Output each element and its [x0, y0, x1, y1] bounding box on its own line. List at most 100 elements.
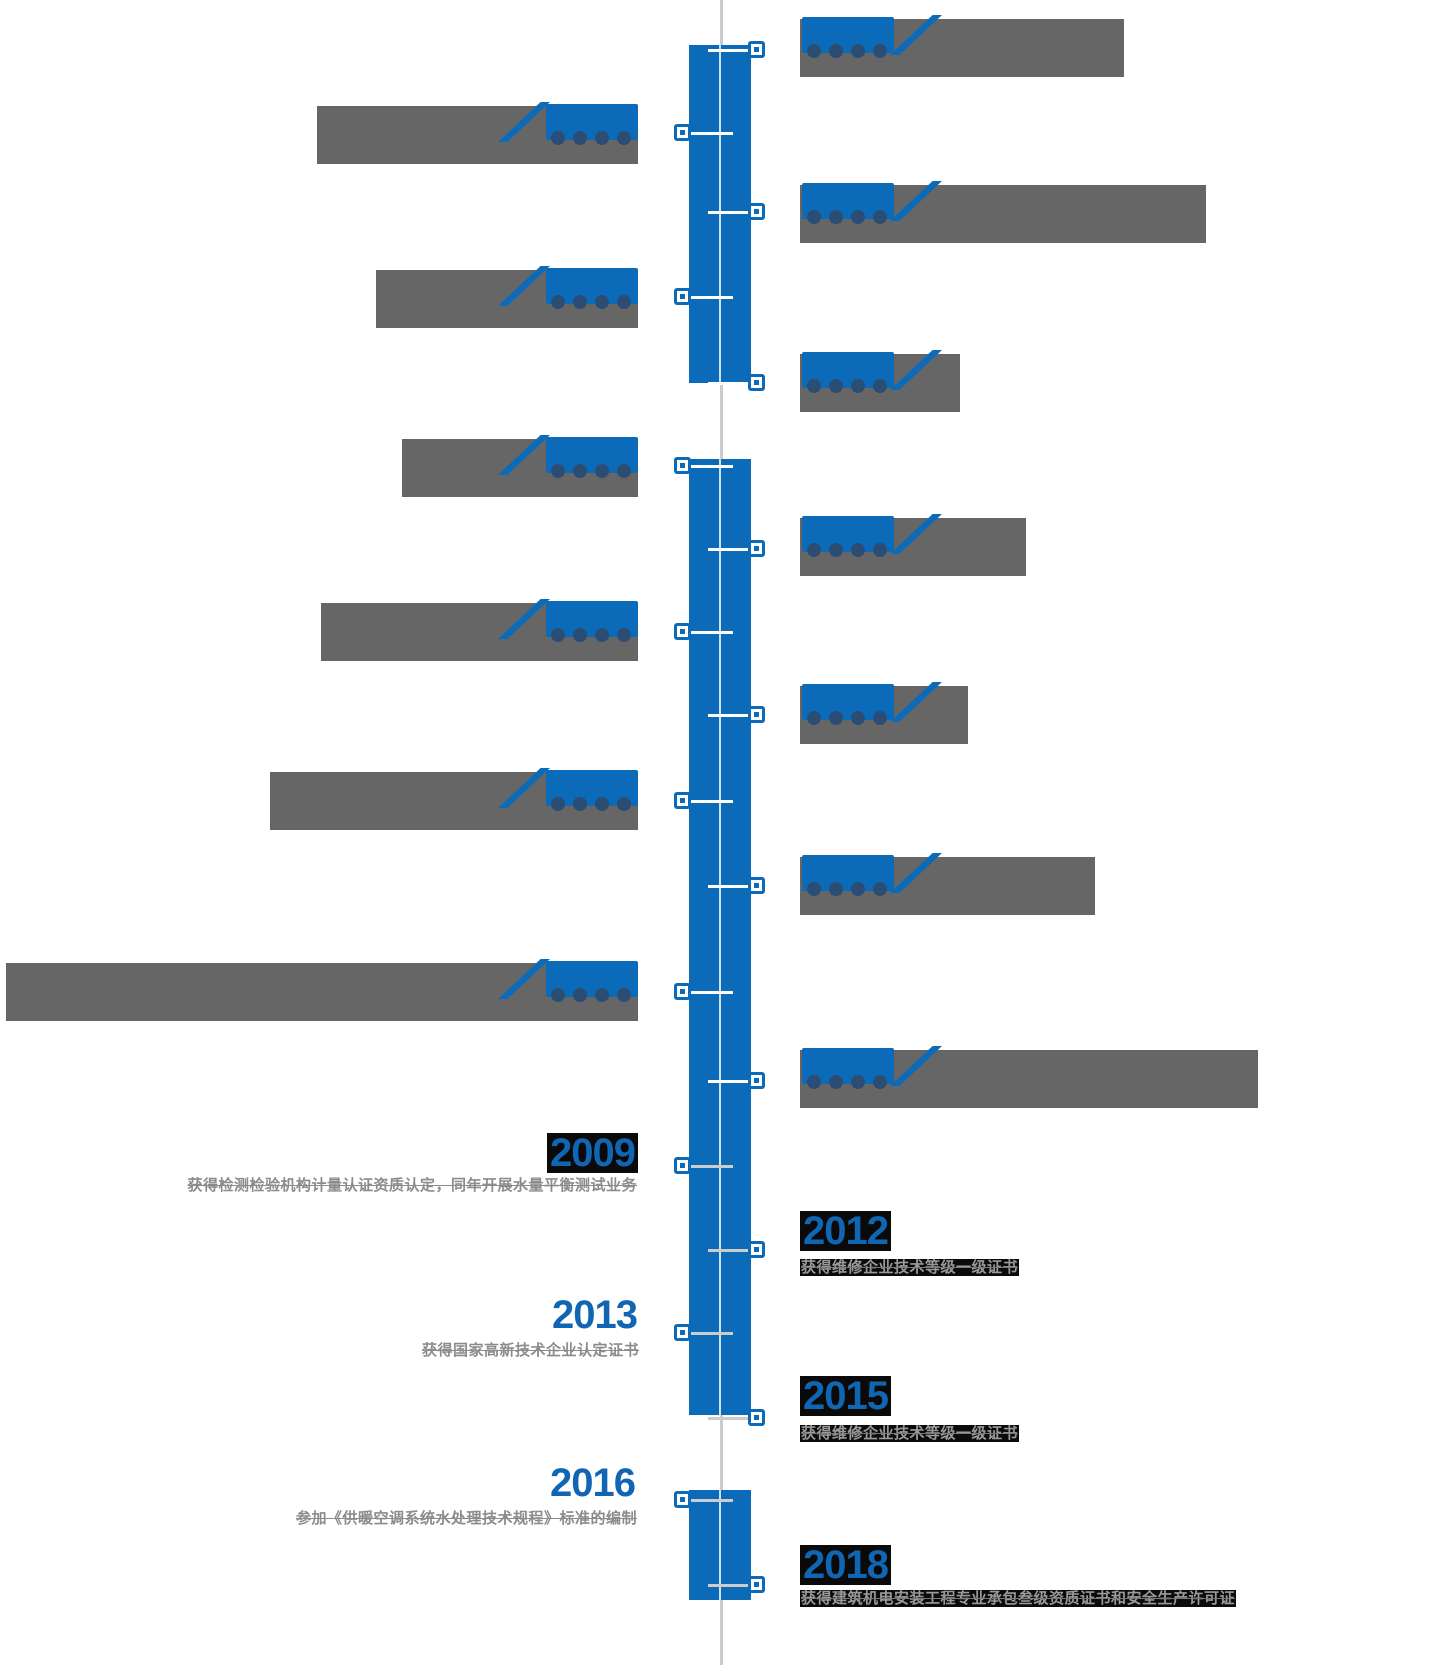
year-blob-bump — [829, 711, 843, 725]
axis-overlay-line — [719, 1490, 721, 1600]
year-blob-bump — [829, 543, 843, 557]
year-graphic-blob — [498, 768, 638, 811]
milestone-year[interactable]: 2013 — [549, 1295, 640, 1335]
year-blob-bump — [595, 295, 609, 309]
timeline-node-marker[interactable] — [748, 203, 765, 220]
milestone-year[interactable]: 2012 — [800, 1211, 891, 1251]
year-graphic-blob — [498, 959, 638, 1002]
milestone-description[interactable]: 获得检测检验机构计量认证资质认定，同年开展水量平衡测试业务 — [186, 1177, 638, 1195]
year-blob-bump — [573, 797, 587, 811]
node-tick-dash — [689, 296, 733, 299]
year-graphic-blob — [498, 599, 638, 642]
timeline-node-marker[interactable] — [748, 1241, 765, 1258]
milestone-description[interactable]: 获得建筑机电安装工程专业承包叁级资质证书和安全生产许可证 — [800, 1590, 1237, 1608]
milestone-year[interactable]: 2009 — [547, 1133, 638, 1173]
node-tick-dash — [689, 1332, 733, 1335]
year-blob-bump — [873, 44, 887, 58]
node-tick-dash — [689, 1165, 733, 1168]
timeline-node-marker[interactable] — [674, 623, 691, 640]
year-blob-bump — [595, 988, 609, 1002]
timeline-node-marker[interactable] — [748, 1072, 765, 1089]
year-blob-bump — [551, 797, 565, 811]
milestone-description[interactable]: 获得国家高新技术企业认定证书 — [421, 1342, 640, 1360]
year-blob-bump — [617, 295, 631, 309]
year-blob-bump — [595, 464, 609, 478]
year-blob-bump — [873, 210, 887, 224]
timeline-node-marker[interactable] — [674, 792, 691, 809]
year-blob-bump — [829, 379, 843, 393]
node-tick-dash — [689, 1499, 733, 1502]
timeline-node-marker[interactable] — [674, 124, 691, 141]
node-tick-dash — [708, 1080, 752, 1083]
year-graphic-blob — [802, 181, 942, 224]
year-blob-bump — [617, 464, 631, 478]
milestone-year-text: 2015 — [800, 1376, 891, 1416]
timeline-node-marker[interactable] — [748, 540, 765, 557]
year-blob-bump — [595, 797, 609, 811]
timeline-node-marker[interactable] — [748, 1576, 765, 1593]
timeline-node-marker[interactable] — [748, 1409, 765, 1426]
node-tick-dash — [689, 631, 733, 634]
node-tick-dash — [708, 714, 752, 717]
year-blob-bump — [617, 628, 631, 642]
year-graphic-blob — [802, 15, 942, 58]
timeline-node-marker[interactable] — [748, 41, 765, 58]
milestone-description[interactable]: 获得维修企业技术等级一级证书 — [800, 1259, 1020, 1277]
year-blob-bump — [829, 1075, 843, 1089]
timeline-node-marker[interactable] — [674, 288, 691, 305]
year-blob-bump — [873, 1075, 887, 1089]
milestone-year-text: 2009 — [547, 1133, 638, 1173]
node-tick-dash — [708, 1249, 752, 1252]
node-tick-dash — [708, 1584, 752, 1587]
year-graphic-blob — [802, 853, 942, 896]
milestone-year-text: 2013 — [552, 1293, 638, 1337]
node-tick-dash — [708, 49, 752, 52]
timeline-node-marker[interactable] — [674, 983, 691, 1000]
timeline-node-marker[interactable] — [674, 1324, 691, 1341]
node-tick-dash — [708, 548, 752, 551]
milestone-description[interactable]: 获得维修企业技术等级一级证书 — [800, 1425, 1020, 1443]
year-blob-bump — [873, 882, 887, 896]
milestone-bar[interactable] — [6, 963, 638, 1021]
milestone-year[interactable]: 2018 — [800, 1545, 891, 1585]
year-blob-bump — [595, 628, 609, 642]
year-blob-bump — [807, 210, 821, 224]
node-tick-dash — [708, 211, 752, 214]
year-blob-bump — [829, 210, 843, 224]
year-blob-bump — [807, 543, 821, 557]
timeline-node-marker[interactable] — [674, 1157, 691, 1174]
timeline-bar-segment — [689, 45, 751, 383]
year-blob-bump — [851, 711, 865, 725]
year-blob-bump — [829, 44, 843, 58]
year-graphic-blob — [498, 266, 638, 309]
milestone-description-text: 获得维修企业技术等级一级证书 — [800, 1259, 1020, 1276]
year-graphic-blob — [498, 102, 638, 145]
year-blob-bump — [573, 464, 587, 478]
year-blob-bump — [807, 882, 821, 896]
timeline-bar-segment — [689, 1490, 751, 1600]
node-tick-dash — [708, 382, 752, 385]
year-blob-bump — [851, 882, 865, 896]
milestone-year[interactable]: 2016 — [547, 1463, 638, 1503]
timeline-node-marker[interactable] — [674, 457, 691, 474]
year-graphic-blob — [802, 514, 942, 557]
milestone-description[interactable]: 参加《供暖空调系统水处理技术规程》标准的编制 — [295, 1510, 638, 1528]
year-blob-bump — [829, 882, 843, 896]
year-blob-bump — [595, 131, 609, 145]
milestone-description-text: 参加《供暖空调系统水处理技术规程》标准的编制 — [295, 1510, 637, 1527]
year-blob-bump — [873, 543, 887, 557]
year-blob-bump — [573, 628, 587, 642]
year-blob-bump — [573, 988, 587, 1002]
timeline-node-marker[interactable] — [748, 877, 765, 894]
timeline-node-marker[interactable] — [748, 374, 765, 391]
milestone-year[interactable]: 2015 — [800, 1376, 891, 1416]
year-graphic-blob — [802, 1046, 942, 1089]
year-blob-bump — [851, 543, 865, 557]
timeline-node-marker[interactable] — [748, 706, 765, 723]
year-blob-bump — [551, 131, 565, 145]
milestone-year-text: 2012 — [800, 1211, 891, 1251]
year-blob-bump — [851, 379, 865, 393]
timeline-node-marker[interactable] — [674, 1491, 691, 1508]
milestone-description-text: 获得国家高新技术企业认定证书 — [421, 1342, 639, 1359]
year-blob-bump — [551, 295, 565, 309]
